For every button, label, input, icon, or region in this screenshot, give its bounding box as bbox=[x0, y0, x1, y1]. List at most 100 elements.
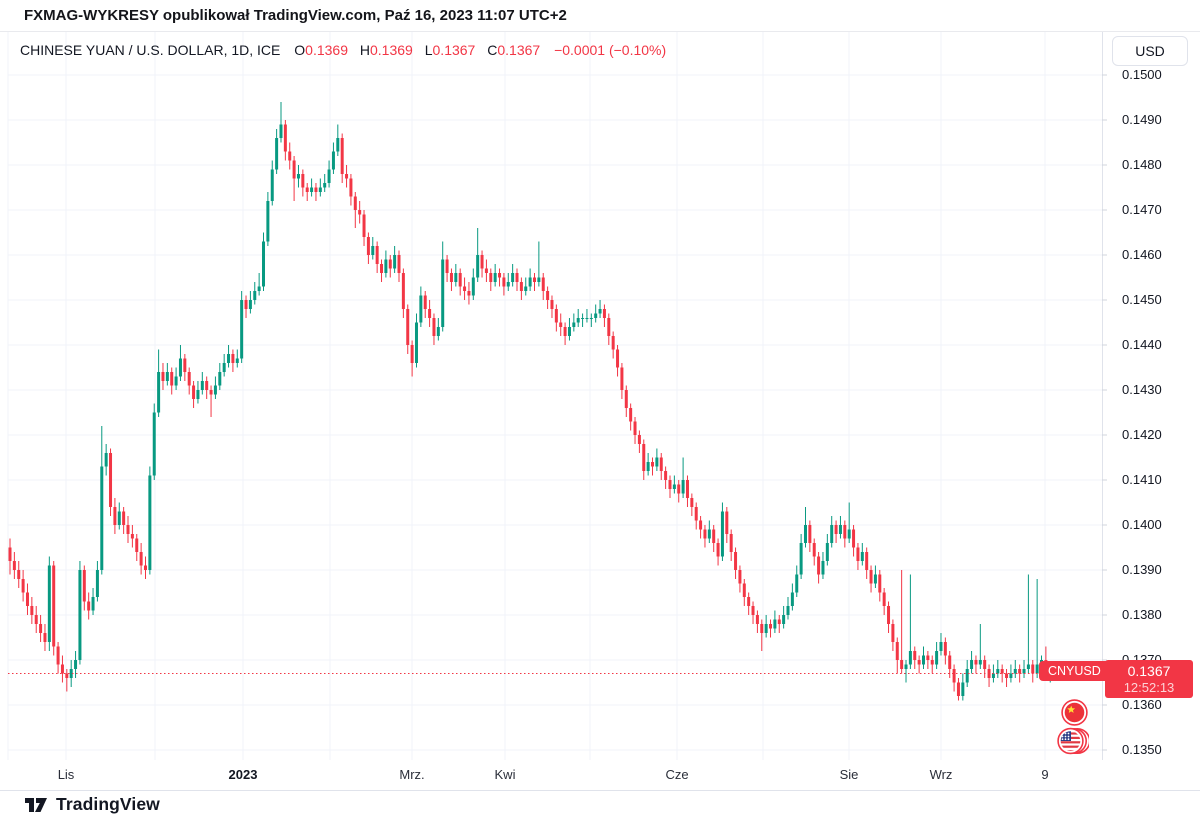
candle-body bbox=[109, 453, 113, 507]
candle-body bbox=[646, 462, 650, 471]
candle-body bbox=[541, 277, 545, 291]
candle-body bbox=[742, 583, 746, 597]
candle-body bbox=[948, 655, 952, 669]
low-label: L bbox=[424, 42, 433, 58]
candle-body bbox=[773, 619, 777, 629]
candle-body bbox=[310, 187, 314, 192]
time-axis[interactable]: Lis 2023 Mrz. Kwi Cze Sie Wrz 9 bbox=[0, 760, 1200, 790]
candle-body bbox=[699, 520, 703, 530]
candle-body bbox=[227, 354, 231, 363]
candle-body bbox=[952, 669, 956, 683]
candle-body bbox=[489, 273, 493, 282]
candle-body bbox=[528, 277, 532, 287]
change-value: −0.0001 (−0.10%) bbox=[554, 42, 667, 58]
candle-body bbox=[130, 534, 134, 539]
candle-body bbox=[248, 300, 252, 309]
candlestick-chart[interactable] bbox=[0, 32, 1200, 829]
candle-body bbox=[25, 592, 29, 606]
candle-body bbox=[677, 484, 681, 494]
candle-body bbox=[253, 291, 257, 300]
candle-body bbox=[790, 592, 794, 606]
candle-body bbox=[270, 169, 274, 201]
price-axis-label: 0.1450 bbox=[1122, 292, 1162, 307]
candle-body bbox=[519, 282, 523, 291]
candle-body bbox=[445, 259, 449, 273]
candle-body bbox=[43, 633, 47, 642]
price-axis-label: 0.1420 bbox=[1122, 427, 1162, 442]
close-value: 0.1367 bbox=[497, 42, 541, 58]
candle-body bbox=[148, 475, 152, 570]
price-axis[interactable]: 0.1500 0.1490 0.1480 0.1470 0.1460 0.1450 0.14… bbox=[1102, 32, 1200, 760]
candle-body bbox=[480, 255, 484, 269]
candle-body bbox=[336, 138, 340, 152]
candle-body bbox=[454, 273, 458, 282]
candle-body bbox=[30, 606, 34, 615]
tradingview-logo[interactable]: TradingView bbox=[24, 794, 160, 815]
publication-text: FXMAG-WYKRESY opublikował TradingView.co… bbox=[24, 7, 567, 24]
candle-body bbox=[69, 669, 73, 678]
candle-body bbox=[240, 300, 244, 359]
candle-body bbox=[629, 408, 633, 422]
candle-body bbox=[1035, 664, 1039, 674]
candle-body bbox=[760, 624, 764, 633]
candle-body bbox=[419, 295, 423, 323]
candle-body bbox=[126, 525, 130, 534]
candle-body bbox=[554, 309, 558, 323]
candle-body bbox=[39, 624, 43, 633]
candle-body bbox=[637, 435, 641, 444]
candle-body bbox=[205, 381, 209, 390]
candle-body bbox=[358, 210, 362, 215]
candle-body bbox=[323, 183, 327, 188]
candle-body bbox=[616, 349, 620, 368]
candle-body bbox=[659, 457, 663, 471]
candle-body bbox=[1000, 669, 1004, 674]
price-axis-label: 0.1480 bbox=[1122, 157, 1162, 172]
candle-body bbox=[200, 381, 204, 390]
candle-body bbox=[777, 619, 781, 624]
candle-body bbox=[135, 538, 139, 552]
candle-body bbox=[1013, 669, 1017, 674]
candle-body bbox=[808, 525, 812, 543]
candle-body bbox=[384, 259, 388, 273]
candle-body bbox=[567, 327, 571, 336]
us-flag-icon bbox=[1057, 727, 1089, 755]
candle-body bbox=[712, 529, 716, 543]
candle-body bbox=[327, 169, 331, 183]
price-axis-label: 0.1360 bbox=[1122, 697, 1162, 712]
candle-body bbox=[21, 579, 25, 593]
candle-body bbox=[288, 151, 292, 161]
candle-body bbox=[471, 277, 475, 296]
candle-body bbox=[78, 570, 82, 660]
candle-body bbox=[956, 682, 960, 696]
candle-body bbox=[913, 651, 917, 660]
candle-body bbox=[690, 498, 694, 507]
candle-body bbox=[869, 570, 873, 584]
candle-body bbox=[56, 646, 60, 665]
candle-body bbox=[725, 511, 729, 534]
currency-toggle-button[interactable]: USD bbox=[1112, 36, 1188, 66]
chart-legend[interactable]: CHINESE YUAN / U.S. DOLLAR, 1D, ICE O0.1… bbox=[20, 42, 666, 58]
candle-body bbox=[74, 660, 78, 669]
candle-body bbox=[1031, 664, 1035, 674]
candle-body bbox=[231, 354, 235, 363]
price-axis-label: 0.1440 bbox=[1122, 337, 1162, 352]
candle-body bbox=[672, 484, 676, 489]
candle-body bbox=[305, 187, 309, 192]
candle-body bbox=[506, 282, 510, 287]
candle-body bbox=[838, 525, 842, 534]
time-axis-label: Sie bbox=[839, 767, 859, 782]
price-axis-label: 0.1390 bbox=[1122, 562, 1162, 577]
candle-body bbox=[476, 255, 480, 278]
candle-body bbox=[349, 178, 353, 197]
candle-body bbox=[524, 286, 528, 291]
candle-body bbox=[847, 529, 851, 539]
candle-body bbox=[183, 358, 187, 372]
high-label: H bbox=[359, 42, 370, 58]
candle-body bbox=[716, 543, 720, 557]
candle-body bbox=[458, 273, 462, 287]
candle-body bbox=[170, 372, 174, 386]
candle-body bbox=[65, 673, 69, 678]
price-axis-label: 0.1500 bbox=[1122, 67, 1162, 82]
candle-body bbox=[209, 390, 213, 395]
candle-body bbox=[970, 660, 974, 669]
